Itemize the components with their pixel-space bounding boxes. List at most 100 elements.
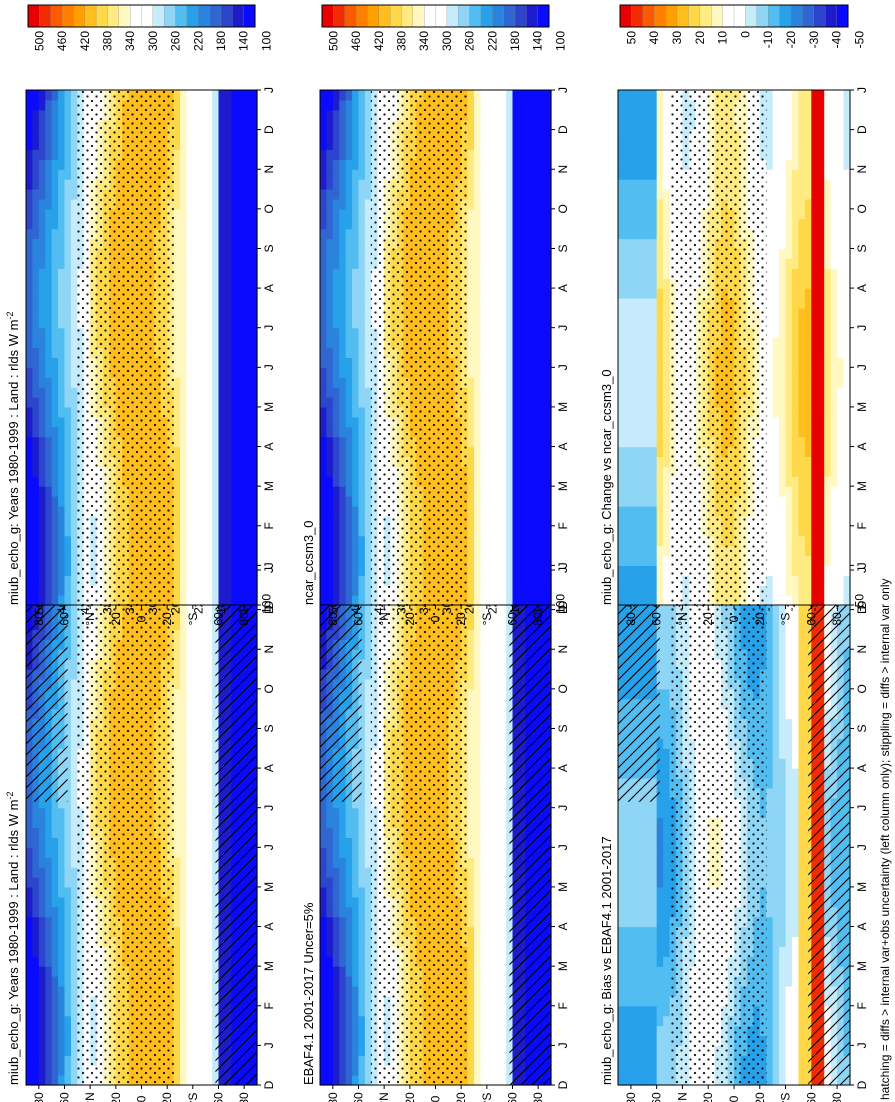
- heatmap-cell: [70, 595, 78, 606]
- heatmap-cell: [58, 367, 66, 378]
- heatmap-cell: [173, 877, 181, 888]
- heatmap-cell: [192, 966, 200, 977]
- heatmap-cell: [250, 347, 258, 358]
- heatmap-cell: [250, 297, 258, 309]
- heatmap-cell: [345, 837, 353, 848]
- heatmap-cell: [326, 1065, 334, 1076]
- heatmap-cell: [364, 847, 372, 858]
- heatmap-cell: [51, 575, 59, 586]
- heatmap-cell: [51, 238, 59, 250]
- heatmap-cell: [64, 916, 72, 928]
- heatmap-cell: [320, 827, 328, 838]
- heatmap-cell: [26, 218, 34, 230]
- heatmap-cell: [205, 545, 213, 557]
- heatmap-cell: [51, 198, 59, 210]
- heatmap-cell: [364, 777, 372, 789]
- heatmap-cell: [332, 956, 340, 967]
- heatmap-cell: [192, 847, 200, 858]
- heatmap-cell: [205, 728, 213, 739]
- heatmap-cell: [70, 976, 78, 987]
- heatmap-cell: [192, 688, 200, 700]
- heatmap-cell: [180, 669, 188, 680]
- heatmap-cell: [173, 139, 181, 151]
- heatmap-cell: [70, 129, 78, 141]
- heatmap-cell: [45, 926, 53, 938]
- heatmap-cell: [339, 926, 347, 938]
- heatmap-cell: [352, 1035, 360, 1046]
- heatmap-cell: [180, 297, 188, 309]
- heatmap-cell: [339, 1005, 347, 1017]
- heatmap-cell: [218, 90, 226, 101]
- heatmap-cell: [180, 119, 188, 131]
- heatmap-cell: [192, 535, 200, 547]
- heatmap-cell: [173, 867, 181, 878]
- lat-label: 20: [109, 612, 123, 626]
- heatmap-cell: [70, 619, 78, 631]
- lat-label: 20: [160, 612, 174, 626]
- heatmap-cell: [186, 629, 194, 640]
- heatmap-cell: [32, 956, 40, 967]
- heatmap-cell: [332, 1045, 340, 1056]
- heatmap-cell: [58, 877, 66, 888]
- heatmap-cell: [186, 669, 194, 680]
- heatmap-cell: [26, 555, 34, 566]
- heatmap-cell: [205, 926, 213, 938]
- heatmap-cell: [70, 678, 78, 690]
- heatmap-cell: [212, 317, 220, 329]
- month-label: N: [262, 645, 276, 654]
- heatmap-cell: [26, 847, 34, 858]
- heatmap-cell: [250, 476, 258, 487]
- heatmap-cell: [64, 946, 72, 957]
- heatmap-cell: [205, 976, 213, 987]
- heatmap-cell: [250, 595, 258, 606]
- heatmap-cell: [237, 248, 245, 259]
- heatmap-cell: [58, 585, 66, 596]
- heatmap-cell: [192, 149, 200, 160]
- heatmap-cell: [58, 985, 66, 997]
- heatmap-cell: [180, 139, 188, 151]
- heatmap-cell: [51, 357, 59, 368]
- heatmap-cell: [173, 797, 181, 809]
- heatmap-cell: [332, 936, 340, 947]
- heatmap-cell: [212, 198, 220, 210]
- heatmap-cell: [180, 748, 188, 759]
- heatmap-cell: [64, 1025, 72, 1037]
- heatmap-cell: [70, 669, 78, 680]
- heatmap-cell: [205, 218, 213, 230]
- colorbar-swatch: [61, 4, 74, 28]
- heatmap-cell: [224, 317, 232, 329]
- heatmap-cell: [173, 406, 181, 418]
- heatmap-cell: [51, 446, 59, 458]
- heatmap-cell: [45, 367, 53, 378]
- heatmap-cell: [32, 515, 40, 527]
- heatmap-cell: [205, 659, 213, 670]
- heatmap-cell: [205, 575, 213, 586]
- heatmap-cell: [212, 208, 220, 220]
- heatmap-cell: [64, 728, 72, 739]
- heatmap-cell: [339, 1055, 347, 1066]
- heatmap-cell: [70, 698, 78, 710]
- colorbar-swatch: [27, 4, 40, 28]
- heatmap-cell: [70, 159, 78, 170]
- heatmap-cell: [192, 109, 200, 121]
- colorbar-frame: [27, 4, 256, 28]
- heatmap-cell: [231, 565, 239, 576]
- heatmap-cell: [64, 525, 72, 537]
- heatmap-cell: [186, 1045, 194, 1056]
- heatmap-cell: [180, 718, 188, 730]
- heatmap-cell: [70, 218, 78, 230]
- month-label: J: [262, 567, 276, 573]
- heatmap-cell: [358, 916, 366, 928]
- heatmap-cell: [250, 228, 258, 240]
- heatmap-cell: [173, 926, 181, 938]
- heatmap-cell: [180, 926, 188, 938]
- heatmap-cell: [205, 208, 213, 220]
- heatmap-cell: [173, 377, 181, 388]
- colorbar-swatch: [118, 4, 131, 28]
- heatmap-cell: [218, 327, 226, 339]
- heatmap-cell: [70, 649, 78, 660]
- heatmap-cell: [192, 545, 200, 557]
- heatmap-cell: [192, 1035, 200, 1046]
- heatmap-cell: [38, 545, 46, 557]
